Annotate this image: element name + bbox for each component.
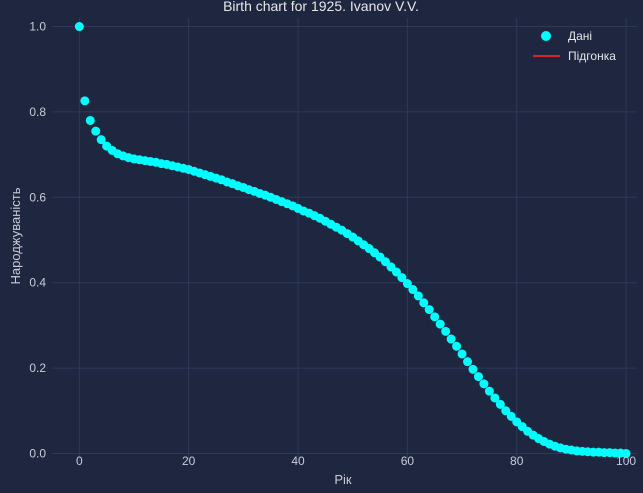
data-point — [413, 291, 423, 301]
x-tick-label: 100 — [616, 454, 636, 468]
data-point — [85, 115, 95, 125]
data-point — [391, 267, 401, 277]
x-tick-label: 40 — [291, 454, 305, 468]
data-point — [80, 96, 90, 106]
data-point — [501, 406, 511, 416]
data-point — [495, 399, 505, 409]
data-points — [74, 22, 631, 458]
data-point — [468, 364, 478, 374]
tick-labels: 0 20 40 60 80 100 0.0 0.2 0.4 0.6 0.8 1.0 — [29, 20, 636, 468]
data-point — [74, 22, 84, 32]
y-tick-label: 1.0 — [29, 20, 46, 34]
data-point — [621, 448, 631, 458]
data-point — [408, 285, 418, 295]
x-axis-label: Рік — [334, 472, 352, 487]
data-point — [463, 357, 473, 367]
data-point — [91, 126, 101, 136]
data-point — [424, 305, 434, 315]
legend-label-data: Дані — [568, 29, 592, 43]
data-point — [435, 319, 445, 329]
x-tick-label: 20 — [182, 454, 196, 468]
data-point — [402, 279, 412, 289]
data-point — [397, 273, 407, 283]
data-point — [506, 411, 516, 421]
y-tick-label: 0.6 — [29, 190, 46, 204]
y-tick-label: 0.4 — [29, 276, 46, 290]
x-tick-label: 60 — [401, 454, 415, 468]
legend-label-fit: Підгонка — [568, 49, 616, 63]
data-point — [490, 393, 500, 403]
y-axis-label: Народжуваність — [8, 187, 23, 284]
data-point — [441, 326, 451, 336]
legend: Дані Підгонка — [533, 29, 616, 63]
x-tick-label: 80 — [510, 454, 524, 468]
grid — [52, 18, 637, 462]
data-point — [452, 341, 462, 351]
data-point — [473, 372, 483, 382]
y-tick-label: 0.0 — [29, 446, 46, 460]
data-point — [430, 312, 440, 322]
data-point — [484, 386, 494, 396]
x-tick-label: 0 — [76, 454, 83, 468]
data-point — [446, 334, 456, 344]
y-tick-label: 0.2 — [29, 361, 46, 375]
y-tick-label: 0.8 — [29, 105, 46, 119]
chart-title: Birth chart for 1925. Ivanov V.V. — [223, 0, 419, 14]
data-point — [457, 349, 467, 359]
legend-marker-data — [541, 31, 551, 41]
data-point — [419, 298, 429, 308]
data-point — [96, 135, 106, 145]
data-point — [479, 379, 489, 389]
